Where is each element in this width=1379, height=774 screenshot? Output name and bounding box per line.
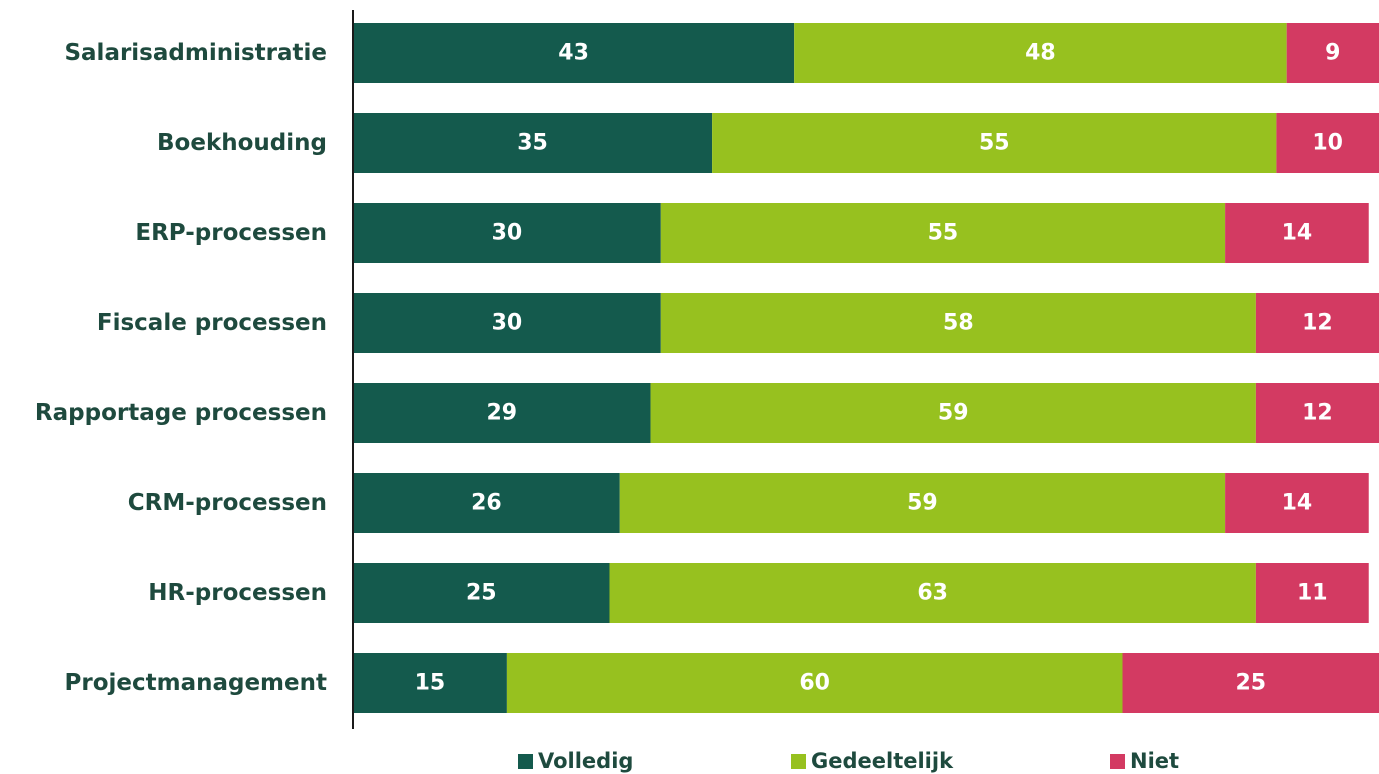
bar-fiscale-processen-volledig	[353, 293, 661, 353]
bar-salarisadministratie-gedeeltelijk	[794, 23, 1287, 83]
value-label-crm-processen-niet: 14	[1282, 491, 1313, 516]
bar-erp-processen-gedeeltelijk	[660, 203, 1226, 263]
category-label-fiscale-processen: Fiscale processen	[97, 310, 327, 336]
value-label-erp-processen-volledig: 30	[492, 221, 523, 246]
bar-crm-processen-volledig	[353, 473, 620, 533]
bar-projectmanagement-volledig	[353, 653, 507, 713]
value-label-hr-processen-niet: 11	[1297, 581, 1328, 606]
legend-label-volledig: Volledig	[538, 749, 634, 773]
legend: Volledig Gedeeltelijk Niet	[0, 748, 1379, 774]
bar-hr-processen-volledig	[353, 563, 610, 623]
bar-hr-processen-gedeeltelijk	[609, 563, 1256, 623]
bar-projectmanagement-gedeeltelijk	[506, 653, 1123, 713]
category-label-boekhouding: Boekhouding	[157, 130, 327, 156]
value-label-crm-processen-volledig: 26	[471, 491, 502, 516]
bar-projectmanagement-niet	[1122, 653, 1379, 713]
bar-crm-processen-gedeeltelijk	[619, 473, 1226, 533]
legend-swatch-niet	[1110, 753, 1125, 769]
bar-boekhouding-volledig	[353, 113, 713, 173]
value-label-hr-processen-gedeeltelijk: 63	[917, 581, 948, 606]
value-label-salarisadministratie-niet: 9	[1325, 41, 1340, 66]
value-label-fiscale-processen-volledig: 30	[492, 311, 523, 336]
value-label-rapportage-processen-niet: 12	[1302, 401, 1333, 426]
legend-swatch-volledig	[518, 753, 533, 769]
value-label-boekhouding-niet: 10	[1312, 131, 1343, 156]
category-label-rapportage-processen: Rapportage processen	[35, 400, 327, 426]
value-label-erp-processen-niet: 14	[1282, 221, 1313, 246]
value-label-boekhouding-volledig: 35	[517, 131, 548, 156]
legend-item-volledig: Volledig	[518, 748, 633, 774]
bar-crm-processen-niet	[1225, 473, 1369, 533]
bar-rapportage-processen-niet	[1255, 383, 1379, 443]
category-label-hr-processen: HR-processen	[148, 580, 327, 606]
bar-boekhouding-gedeeltelijk	[712, 113, 1277, 173]
value-label-fiscale-processen-gedeeltelijk: 58	[943, 311, 974, 336]
category-label-projectmanagement: Projectmanagement	[65, 670, 328, 696]
bar-erp-processen-volledig	[353, 203, 661, 263]
legend-item-gedeeltelijk: Gedeeltelijk	[791, 748, 953, 774]
bar-salarisadministratie-niet	[1286, 23, 1379, 83]
category-label-crm-processen: CRM-processen	[128, 490, 327, 516]
value-label-erp-processen-gedeeltelijk: 55	[928, 221, 959, 246]
value-label-boekhouding-gedeeltelijk: 55	[979, 131, 1010, 156]
bar-salarisadministratie-volledig	[353, 23, 795, 83]
bar-rapportage-processen-volledig	[353, 383, 651, 443]
bar-erp-processen-niet	[1225, 203, 1369, 263]
value-label-crm-processen-gedeeltelijk: 59	[907, 491, 938, 516]
bar-fiscale-processen-niet	[1255, 293, 1379, 353]
value-label-projectmanagement-volledig: 15	[415, 671, 446, 696]
legend-label-gedeeltelijk: Gedeeltelijk	[811, 749, 954, 773]
value-label-hr-processen-volledig: 25	[466, 581, 497, 606]
value-label-rapportage-processen-gedeeltelijk: 59	[938, 401, 969, 426]
category-label-salarisadministratie: Salarisadministratie	[64, 40, 327, 66]
legend-label-niet: Niet	[1130, 749, 1180, 773]
value-label-projectmanagement-gedeeltelijk: 60	[799, 671, 830, 696]
value-label-rapportage-processen-volledig: 29	[486, 401, 517, 426]
value-label-projectmanagement-niet: 25	[1235, 671, 1266, 696]
bar-boekhouding-niet	[1276, 113, 1379, 173]
bar-hr-processen-niet	[1255, 563, 1369, 623]
value-label-salarisadministratie-volledig: 43	[558, 41, 589, 66]
value-label-fiscale-processen-niet: 12	[1302, 311, 1333, 336]
legend-swatch-gedeeltelijk	[791, 753, 806, 769]
legend-item-niet: Niet	[1110, 748, 1179, 774]
bar-fiscale-processen-gedeeltelijk	[660, 293, 1256, 353]
category-label-erp-processen: ERP-processen	[135, 220, 327, 246]
bar-rapportage-processen-gedeeltelijk	[650, 383, 1256, 443]
value-label-salarisadministratie-gedeeltelijk: 48	[1025, 41, 1056, 66]
